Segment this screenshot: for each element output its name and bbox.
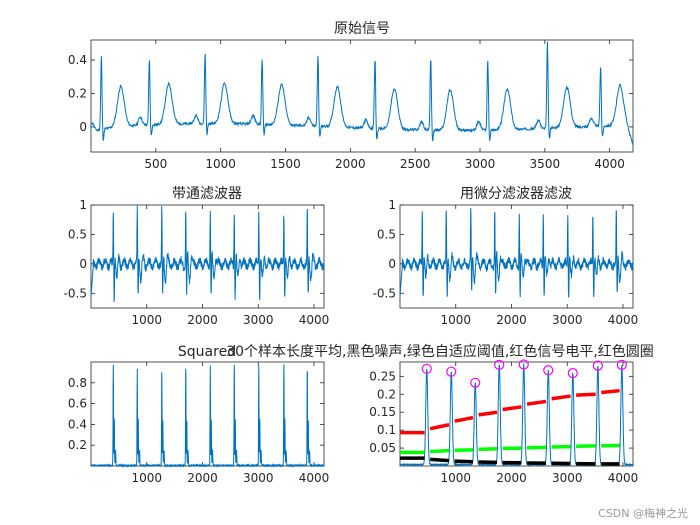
raw-signal-line bbox=[90, 41, 634, 146]
signal-level-dash bbox=[551, 394, 571, 401]
signal-level-dash bbox=[526, 399, 547, 406]
signal-level-dash bbox=[502, 405, 522, 412]
derivative-xtick-label: 4000 bbox=[608, 313, 639, 327]
r-peak-circle bbox=[494, 359, 505, 370]
bandpass-xtick-label: 4000 bbox=[299, 313, 330, 327]
derivative-ytick-label: 0 bbox=[388, 257, 396, 271]
integrated-title: 30个样本长度平均,黑色噪声,绿色自适应阈值,红色信号电平,红色圆圈 bbox=[226, 343, 654, 360]
bandpass-title: 带通滤波器 bbox=[172, 186, 242, 202]
signal-level-dash bbox=[454, 415, 474, 423]
bandpass-ytick-label: -0.5 bbox=[64, 286, 87, 300]
raw-signal-ticks: 500 1000 1500 2000 2500 3000 3500 4000 0 0.2 0.4 bbox=[68, 40, 633, 171]
signal-level-dash bbox=[478, 410, 498, 417]
raw-signal-title: 原始信号 bbox=[334, 21, 390, 37]
squared-xtick-label: 2000 bbox=[187, 471, 218, 485]
integrated-xtick-label: 2000 bbox=[496, 471, 527, 485]
derivative-ytick-label: 1 bbox=[388, 198, 396, 212]
raw-xtick-label: 3500 bbox=[530, 157, 561, 171]
bandpass-ytick-label: 0 bbox=[79, 257, 87, 271]
watermark: CSDN @梅神之光 bbox=[598, 507, 688, 520]
noise-level-dash bbox=[454, 459, 474, 464]
bandpass-xtick-label: 1000 bbox=[131, 313, 162, 327]
integrated-xtick-label: 3000 bbox=[552, 471, 583, 485]
derivative-xtick-label: 2000 bbox=[496, 313, 527, 327]
r-peak-circle bbox=[592, 360, 603, 371]
raw-ytick-label: 0.2 bbox=[68, 86, 87, 100]
derivative-ytick-label: -0.5 bbox=[373, 286, 396, 300]
raw-xtick-label: 1000 bbox=[205, 157, 236, 171]
derivative-ticks: 1000 2000 3000 4000 -0.5 0 0.5 1 bbox=[373, 198, 639, 327]
squared-line bbox=[90, 364, 325, 468]
noise-level-dash bbox=[429, 457, 450, 463]
bandpass-ytick-label: 0.5 bbox=[68, 227, 87, 241]
squared-xtick-label: 4000 bbox=[299, 471, 330, 485]
r-peak-circle bbox=[567, 368, 578, 379]
derivative-ytick-label: 0.5 bbox=[377, 227, 396, 241]
derivative-title: 用微分滤波器滤波 bbox=[460, 186, 572, 202]
squared-frame bbox=[90, 361, 325, 467]
r-peak-circle bbox=[446, 366, 457, 377]
threshold-dash bbox=[430, 448, 450, 454]
integrated-overlays bbox=[400, 359, 627, 466]
squared-ticks: 1000 2000 3000 4000 0.2 0.4 0.6 0.8 bbox=[68, 362, 329, 485]
squared-axes: 1000 2000 3000 4000 0.2 0.4 0.6 0.8 Squared bbox=[68, 344, 329, 485]
bandpass-xtick-label: 3000 bbox=[243, 313, 274, 327]
integrated-xtick-label: 1000 bbox=[440, 471, 471, 485]
squared-ytick-label: 0.4 bbox=[68, 417, 87, 431]
threshold-dash bbox=[478, 447, 498, 452]
integrated-ytick-label: 0.05 bbox=[369, 441, 396, 455]
raw-signal-axes: 原始信号 500 1000 1500 2000 2500 3000 3500 4000 0 0.2… bbox=[68, 21, 634, 171]
derivative-axes: 用微分滤波器滤波 1000 2000 3000 4000 -0.5 0 0.5 1 bbox=[373, 186, 639, 327]
integrated-ticks: 1000 2000 3000 4000 0.05 0.1 0.15 0.2 0.25 bbox=[369, 362, 638, 485]
squared-title: Squared bbox=[178, 344, 236, 360]
r-peak-circle bbox=[421, 363, 432, 374]
raw-xtick-label: 1500 bbox=[270, 157, 301, 171]
r-peak-circle bbox=[616, 359, 627, 370]
raw-signal-frame bbox=[90, 39, 634, 153]
derivative-xtick-label: 1000 bbox=[440, 313, 471, 327]
signal-level-dash bbox=[429, 423, 450, 431]
squared-ytick-label: 0.8 bbox=[68, 376, 87, 390]
raw-ytick-label: 0.4 bbox=[68, 53, 87, 67]
bandpass-xtick-label: 2000 bbox=[187, 313, 218, 327]
bandpass-axes: 带通滤波器 1000 2000 3000 4000 -0.5 0 0.5 1 bbox=[64, 186, 330, 327]
squared-xtick-label: 3000 bbox=[243, 471, 274, 485]
derivative-xtick-label: 3000 bbox=[552, 313, 583, 327]
r-peak-circle bbox=[518, 359, 529, 370]
bandpass-ticks: 1000 2000 3000 4000 -0.5 0 0.5 1 bbox=[64, 198, 330, 327]
bandpass-ytick-label: 1 bbox=[79, 198, 87, 212]
squared-ytick-label: 0.6 bbox=[68, 397, 87, 411]
raw-xtick-label: 2000 bbox=[335, 157, 366, 171]
raw-xtick-label: 500 bbox=[144, 157, 167, 171]
integrated-xtick-label: 4000 bbox=[608, 471, 639, 485]
integrated-axes: 1000 2000 3000 4000 0.05 0.1 0.15 0.2 0.25 30个样本… bbox=[226, 343, 654, 485]
raw-xtick-label: 3000 bbox=[465, 157, 496, 171]
bandpass-line bbox=[90, 205, 325, 303]
integrated-ytick-label: 0.1 bbox=[377, 423, 396, 437]
squared-ytick-label: 0.2 bbox=[68, 438, 87, 452]
raw-xtick-label: 2500 bbox=[400, 157, 431, 171]
integrated-ytick-label: 0.2 bbox=[377, 387, 396, 401]
raw-xtick-label: 4000 bbox=[594, 157, 625, 171]
r-peak-circle bbox=[543, 365, 554, 376]
signal-level-dash bbox=[601, 388, 620, 395]
raw-ytick-label: 0 bbox=[79, 120, 87, 134]
derivative-line bbox=[399, 207, 634, 298]
integrated-ytick-label: 0.25 bbox=[369, 369, 396, 383]
signal-level-dash bbox=[576, 392, 596, 397]
integrated-ytick-label: 0.15 bbox=[369, 405, 396, 419]
r-peak-circle bbox=[470, 377, 481, 388]
squared-xtick-label: 1000 bbox=[131, 471, 162, 485]
